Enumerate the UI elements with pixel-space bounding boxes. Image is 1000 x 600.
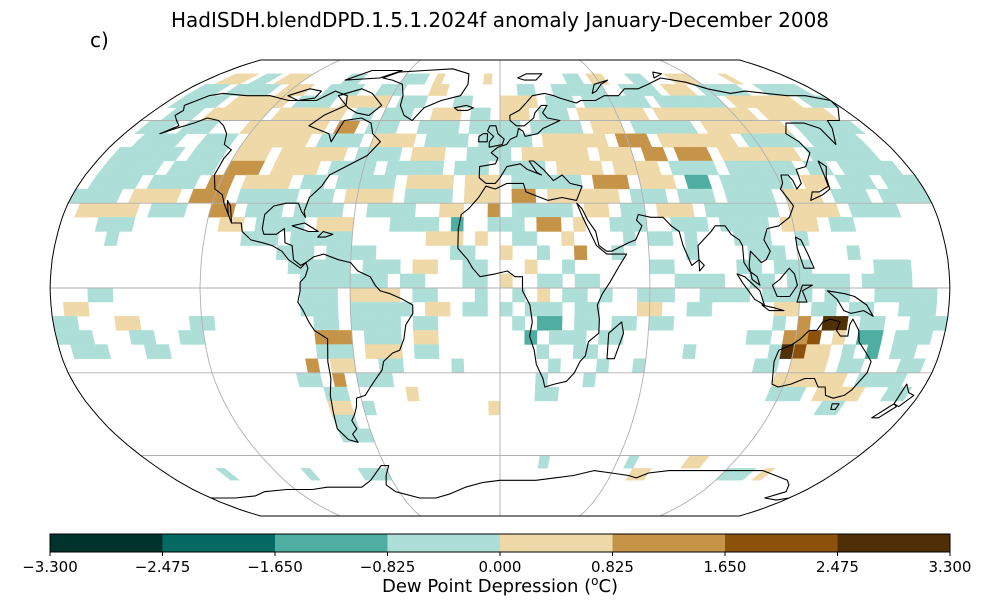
colorbar-bin: [837, 534, 951, 552]
anomaly-cell: [864, 344, 881, 359]
anomaly-cell: [415, 73, 431, 85]
coastline-ellesmere: [344, 69, 403, 81]
anomaly-cell: [659, 231, 674, 246]
coastline-victoria-isl: [287, 88, 322, 102]
anomaly-cell: [840, 217, 857, 232]
anomaly-cell: [694, 217, 709, 232]
colorbar-bin: [275, 534, 388, 552]
anomaly-cell: [103, 231, 120, 246]
anomaly-cell: [824, 400, 846, 416]
anomaly-cell: [917, 330, 934, 345]
anomaly-cell: [156, 344, 172, 359]
coastline-new-zealand: [893, 383, 915, 408]
anomaly-cells: [51, 73, 949, 481]
anomaly-cell: [622, 231, 637, 246]
coastline-madagascar: [606, 321, 625, 360]
anomaly-cell: [475, 231, 488, 246]
coastline-africa-eurasia: [457, 77, 840, 388]
coastline-sri-lanka: [698, 259, 705, 272]
coastline-tasmania: [830, 403, 840, 410]
anomaly-cell: [750, 468, 776, 481]
anomaly-cell: [573, 245, 588, 260]
anomaly-cell: [732, 468, 757, 481]
anomaly-cell: [545, 386, 560, 402]
colorbar-tick-label: 2.475: [816, 558, 859, 576]
map-title: HadISDH.blendDPD.1.5.1.2024f anomaly Jan…: [170, 8, 830, 32]
coastline-svalbard: [517, 73, 543, 81]
coastline-sumatra: [736, 273, 765, 306]
anomaly-cell: [682, 344, 697, 359]
colorbar-bin: [50, 534, 163, 552]
anomaly-cell: [75, 301, 90, 317]
anomaly-cell: [891, 386, 913, 402]
anomaly-cell: [482, 73, 493, 85]
graticule: [50, 60, 950, 516]
anomaly-cell: [474, 301, 488, 317]
anomaly-cell: [214, 468, 241, 481]
coastline-greenland: [382, 68, 470, 122]
colorbar-tick-label: 0.825: [591, 558, 634, 576]
colorbar-label: Dew Point Depression (oC): [0, 574, 1000, 597]
anomaly-cell: [536, 245, 551, 260]
coastlines: [159, 68, 915, 501]
colorbar-label-text: Dew Point Depression (: [381, 576, 592, 597]
anomaly-cell: [787, 386, 807, 402]
panel-label: c): [90, 28, 109, 52]
colorbar-bin: [725, 534, 838, 552]
anomaly-cell: [424, 259, 439, 275]
coastline-philippines: [794, 236, 815, 269]
colorbar-tick-label: −3.300: [22, 558, 78, 576]
coastline-new-guinea: [826, 290, 874, 317]
coastline-severnaya: [652, 71, 663, 79]
coastline-antarctica: [211, 465, 790, 501]
coastline-great-britain: [487, 125, 505, 148]
colorbar-tick-label: 1.650: [704, 558, 747, 576]
colorbar-tick-label: −2.475: [135, 558, 191, 576]
colorbar-tick-label: −1.650: [247, 558, 303, 576]
anomaly-cell: [94, 344, 112, 359]
anomaly-cell: [660, 316, 675, 331]
globe-outline: [49, 59, 951, 517]
anomaly-cell: [845, 386, 866, 402]
anomaly-cell: [623, 316, 638, 331]
anomaly-cell: [803, 217, 820, 232]
colorbar-tick-label: −0.825: [360, 558, 416, 576]
anomaly-cell: [405, 386, 420, 402]
colorbar-label-unit: C): [598, 576, 619, 597]
coastline-north-america: [159, 90, 381, 269]
colorbar-bin: [387, 534, 501, 552]
anomaly-cell: [572, 217, 587, 232]
colorbar-tick-label: 0.000: [479, 558, 522, 576]
coastline-borneo: [771, 267, 798, 298]
coastline-japan: [810, 160, 831, 201]
anomaly-cell: [716, 73, 745, 85]
anomaly-cell: [846, 245, 862, 260]
coastline-iceland: [453, 104, 474, 111]
coastline-baffin: [337, 88, 383, 116]
coastline-novaya-zemlya: [591, 79, 609, 94]
anomaly-cell: [436, 84, 450, 96]
coastline-australia: [771, 318, 872, 399]
coastline-sulawesi: [796, 284, 813, 303]
coastline-java: [761, 304, 785, 312]
coastline-ireland: [478, 133, 489, 143]
coastline-new-zealand-south: [871, 403, 897, 419]
coastline-cuba: [291, 222, 319, 233]
anomaly-cell: [119, 217, 136, 232]
anomaly-cell: [437, 301, 451, 317]
coastline-hispaniola: [317, 230, 334, 238]
anomaly-cell: [426, 344, 440, 359]
colorbar-bin: [500, 534, 613, 552]
colorbar-tick-label: 3.300: [929, 558, 972, 576]
anomaly-cell: [300, 468, 321, 481]
colorbar-bin: [162, 534, 276, 552]
colorbar-bin: [612, 534, 726, 552]
coastline-south-america: [297, 253, 414, 443]
anomaly-cell: [698, 301, 713, 317]
colorbar-label-degree: o: [591, 574, 599, 588]
